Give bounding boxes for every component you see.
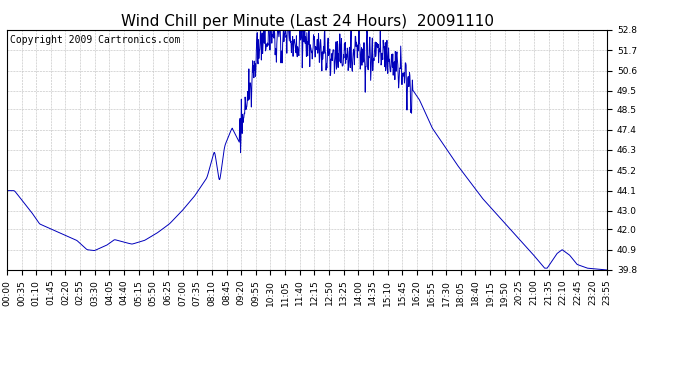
Title: Wind Chill per Minute (Last 24 Hours)  20091110: Wind Chill per Minute (Last 24 Hours) 20… <box>121 14 493 29</box>
Text: Copyright 2009 Cartronics.com: Copyright 2009 Cartronics.com <box>10 35 180 45</box>
